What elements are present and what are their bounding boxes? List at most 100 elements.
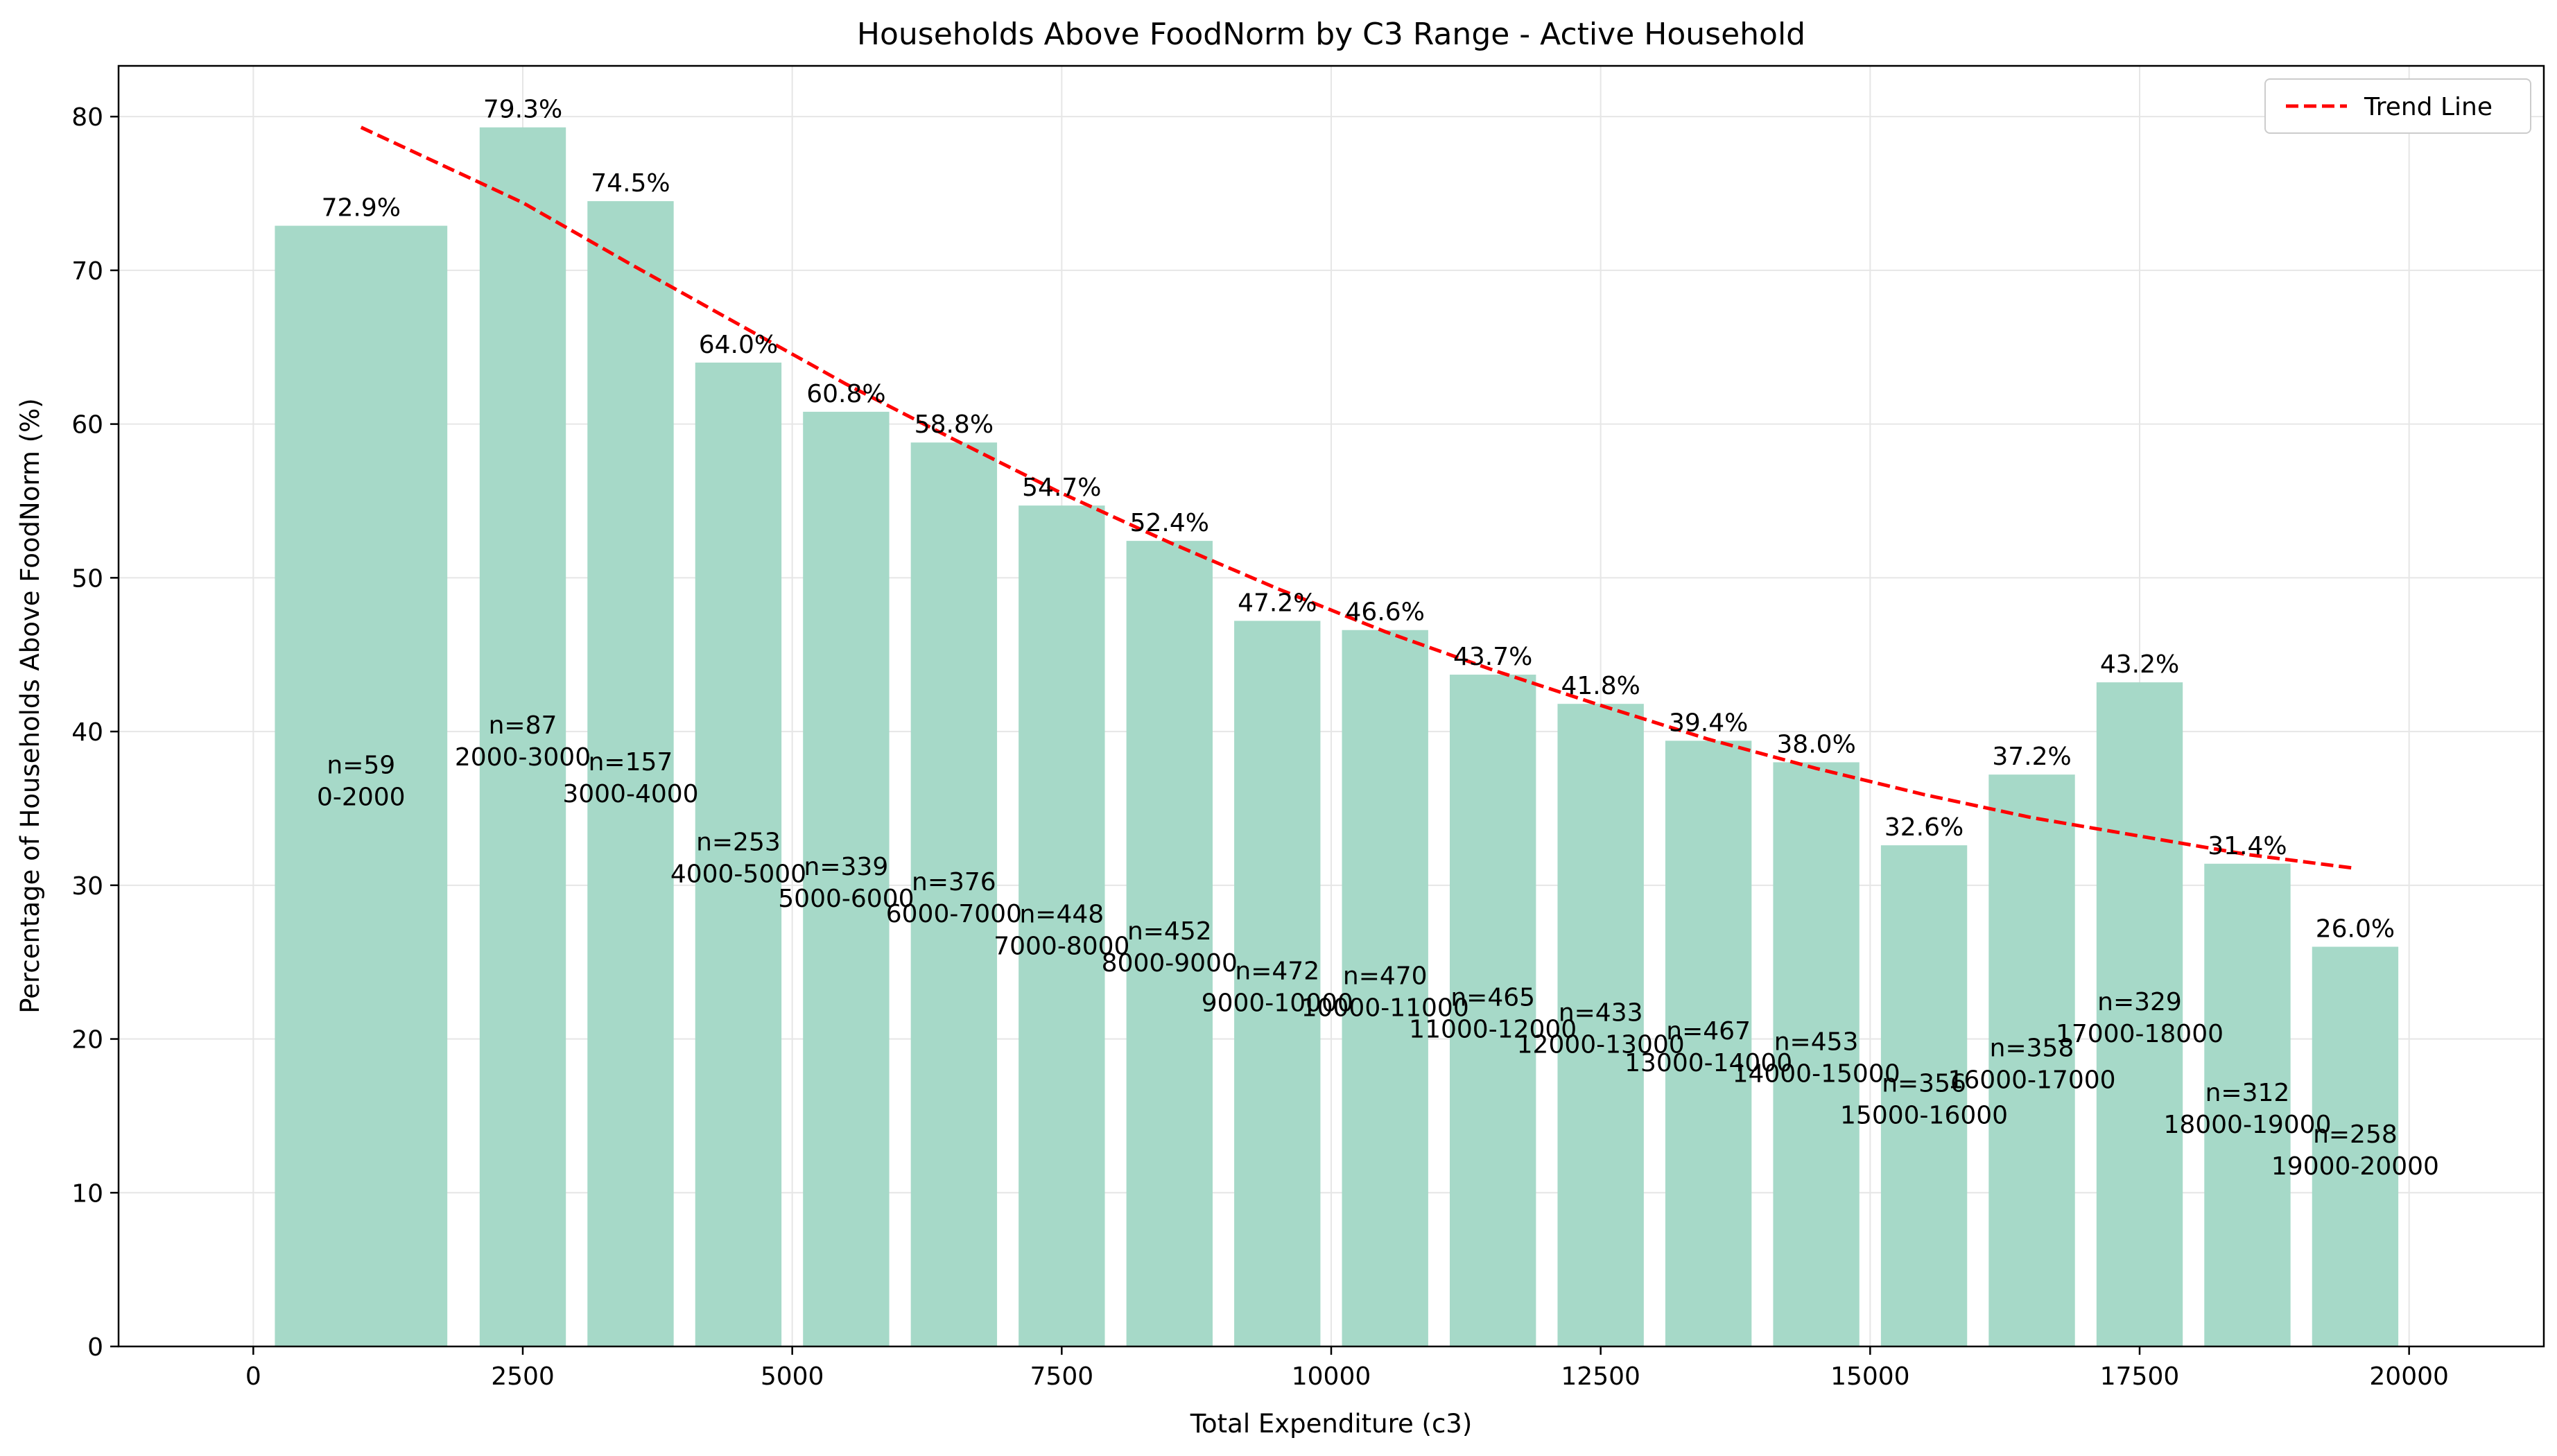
bar-range-label: 12000-13000: [1517, 1031, 1685, 1059]
bar-value-label: 47.2%: [1238, 589, 1317, 617]
y-tick-label: 80: [71, 103, 103, 132]
bar: [2312, 946, 2399, 1346]
bar-range-label: 9000-10000: [1202, 989, 1353, 1018]
bar-labels-group: 72.9% n=59 0-2000 79.3% n=87 2000-3000 74.5% n=…: [317, 96, 2439, 1181]
bar-range-label: 19000-20000: [2271, 1152, 2439, 1181]
bar-value-label: 54.7%: [1022, 474, 1101, 502]
bar-count-label: n=467: [1666, 1017, 1751, 1046]
bar-value-label: 43.7%: [1453, 643, 1532, 671]
bar-value-label: 32.6%: [1884, 813, 1964, 842]
bar-count-label: n=59: [327, 752, 395, 780]
bar-count-label: n=472: [1235, 957, 1319, 986]
bar-range-label: 4000-5000: [670, 860, 806, 888]
bar-range-label: 10000-11000: [1301, 994, 1469, 1022]
y-tick-label: 50: [71, 564, 103, 593]
bar-count-label: n=453: [1774, 1028, 1859, 1057]
bar: [1342, 630, 1428, 1346]
bar-count-label: n=356: [1882, 1070, 1966, 1098]
trend-line-group: [360, 125, 2356, 870]
bar-value-label: 39.4%: [1669, 709, 1748, 737]
bar-count-label: n=258: [2313, 1120, 2398, 1149]
bar: [695, 362, 782, 1346]
legend-box: [2264, 78, 2531, 134]
x-tick-label: 0: [245, 1362, 261, 1391]
bar-value-label: 43.2%: [2100, 650, 2179, 679]
bar-range-label: 0-2000: [317, 783, 406, 812]
bar-value-label: 79.3%: [483, 96, 562, 124]
bar-range-label: 11000-12000: [1409, 1015, 1577, 1043]
bar: [1773, 762, 1860, 1346]
bar-range-label: 3000-4000: [562, 780, 698, 808]
bar: [1880, 845, 1968, 1346]
bar-value-label: 60.8%: [806, 380, 885, 408]
bar-count-label: n=358: [1990, 1034, 2074, 1063]
bar-count-label: n=452: [1127, 917, 1212, 946]
bar: [803, 411, 890, 1346]
y-tick-label: 40: [71, 718, 103, 747]
bar: [1665, 740, 1752, 1346]
bar-value-label: 41.8%: [1561, 672, 1640, 700]
bar: [1450, 675, 1536, 1346]
bar-range-label: 5000-6000: [778, 885, 914, 913]
bar-value-label: 38.0%: [1776, 730, 1855, 759]
bar-count-label: n=329: [2097, 988, 2182, 1016]
bar-range-label: 6000-7000: [886, 900, 1022, 928]
bar-count-label: n=312: [2205, 1079, 2290, 1107]
bar-value-label: 72.9%: [322, 194, 401, 223]
bar-range-label: 17000-18000: [2056, 1020, 2224, 1048]
chart-title: Households Above FoodNorm by C3 Range - …: [857, 17, 1805, 52]
axis-ticks-group: 0 2500 5000 7500 10000 12500 15000 17500 20000 0 1…: [71, 103, 2449, 1391]
y-axis-label: Percentage of Households Above FoodNorm …: [15, 398, 45, 1013]
bar-count-label: n=433: [1559, 999, 1643, 1028]
x-tick-label: 15000: [1830, 1362, 1910, 1391]
bar-count-label: n=157: [589, 748, 673, 777]
bar-count-label: n=253: [696, 828, 781, 856]
trend-line: [360, 125, 2356, 870]
bar: [275, 225, 448, 1346]
x-tick-label: 7500: [1030, 1362, 1094, 1391]
bar-value-label: 74.5%: [591, 169, 670, 198]
x-tick-label: 10000: [1292, 1362, 1371, 1391]
x-tick-label: 20000: [2369, 1362, 2449, 1391]
bar-count-label: n=376: [912, 868, 996, 896]
bar: [2204, 863, 2291, 1346]
bar-range-label: 13000-14000: [1624, 1049, 1792, 1077]
x-tick-label: 2500: [491, 1362, 555, 1391]
bar-value-label: 64.0%: [699, 331, 778, 359]
bar-count-label: n=448: [1019, 901, 1104, 929]
bars-group: [275, 127, 2399, 1347]
bar: [1557, 704, 1644, 1346]
bar-range-label: 18000-19000: [2163, 1111, 2331, 1139]
bar-range-label: 14000-15000: [1733, 1060, 1900, 1089]
bar-value-label: 46.6%: [1346, 598, 1425, 627]
bar: [910, 442, 998, 1346]
bar: [587, 201, 674, 1347]
bar: [1988, 774, 2075, 1346]
bar: [1234, 621, 1321, 1346]
legend: Trend Line: [2264, 78, 2531, 134]
bar: [1126, 541, 1213, 1347]
bar-range-label: 7000-8000: [994, 933, 1129, 961]
bar-range-label: 2000-3000: [455, 743, 591, 772]
bar: [479, 127, 566, 1346]
bar-value-label: 58.8%: [915, 410, 994, 439]
bar-value-label: 52.4%: [1130, 509, 1209, 537]
x-tick-label: 17500: [2100, 1362, 2180, 1391]
bar-range-label: 8000-9000: [1102, 949, 1238, 978]
y-tick-label: 10: [71, 1179, 103, 1208]
bar-value-label: 37.2%: [1992, 743, 2071, 771]
bar-count-label: n=339: [804, 853, 889, 881]
bar-range-label: 16000-17000: [1948, 1066, 2116, 1095]
bar: [2096, 682, 2183, 1346]
bar-count-label: n=470: [1343, 962, 1428, 990]
bar-value-label: 31.4%: [2208, 832, 2287, 860]
bar: [1019, 505, 1105, 1346]
x-tick-label: 5000: [761, 1362, 824, 1391]
y-tick-label: 70: [71, 257, 103, 286]
y-tick-label: 0: [87, 1333, 103, 1362]
legend-label-trend: Trend Line: [2364, 93, 2493, 121]
y-tick-label: 20: [71, 1026, 103, 1055]
bar-count-label: n=87: [489, 711, 557, 740]
bar-count-label: n=465: [1450, 983, 1535, 1012]
